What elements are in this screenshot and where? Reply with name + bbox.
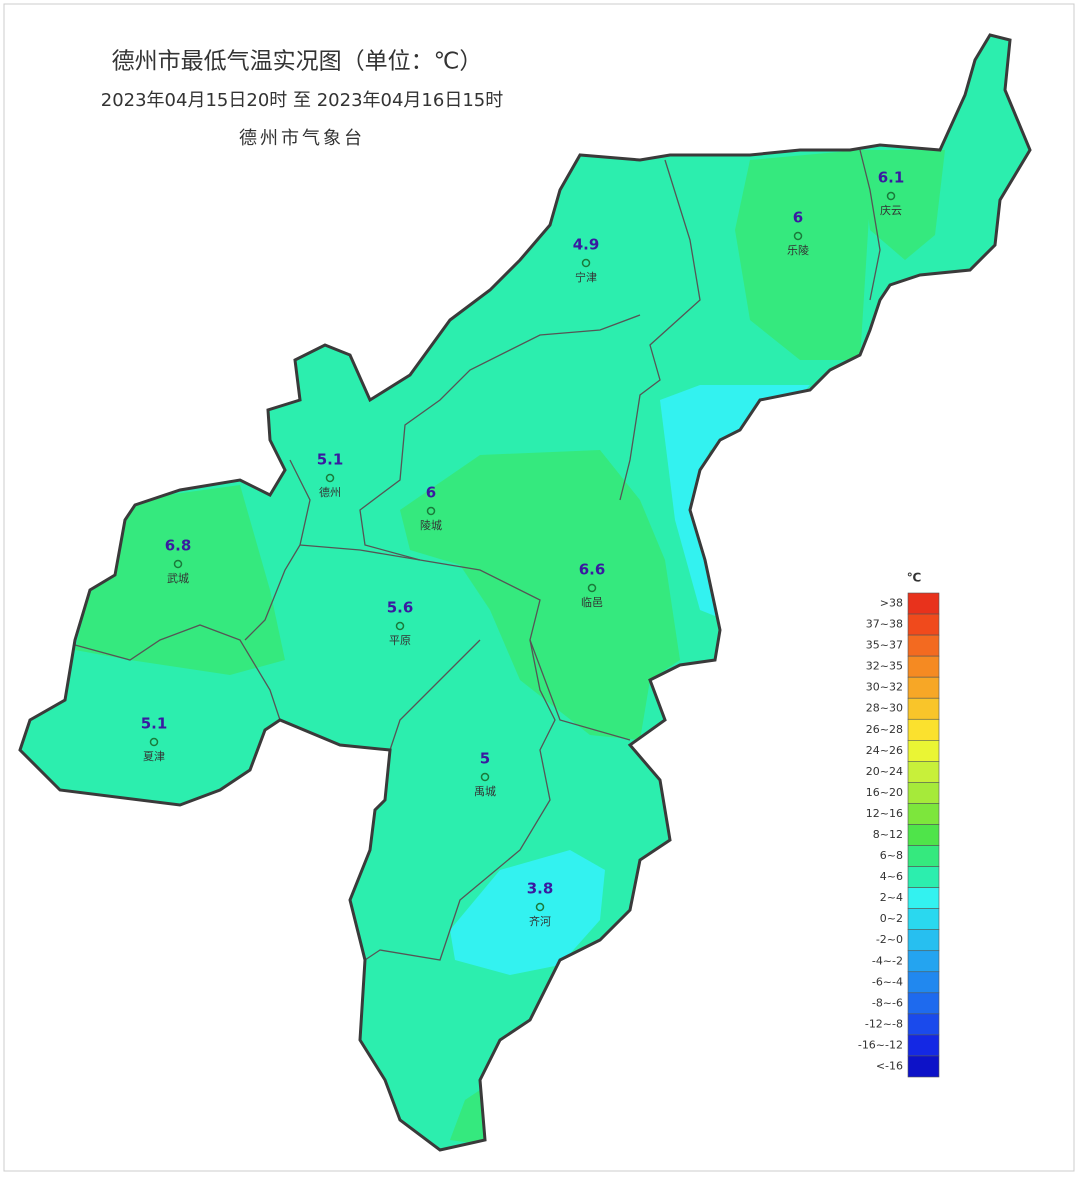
legend-label: -12~-8 (865, 1017, 903, 1030)
station-value: 5 (480, 750, 490, 768)
station-value: 6.6 (579, 561, 606, 579)
station-dot (587, 583, 597, 593)
station-name: 乐陵 (787, 244, 809, 257)
legend-label: 2~4 (880, 891, 903, 904)
legend-label: 6~8 (880, 849, 903, 862)
legend-label: -2~0 (876, 933, 903, 946)
station-name: 平原 (389, 634, 411, 647)
legend-label: 0~2 (880, 912, 903, 925)
legend-label: 12~16 (866, 807, 903, 820)
legend-swatch (907, 908, 940, 930)
station-value: 5.1 (317, 451, 344, 469)
station-value: 6.8 (165, 537, 192, 555)
legend-label: <-16 (876, 1059, 903, 1072)
station-name: 临邑 (581, 595, 603, 609)
station-dot (581, 258, 591, 268)
station-dot (426, 506, 436, 516)
legend-label: >38 (880, 597, 903, 610)
legend-swatch (907, 950, 940, 973)
station-name: 夏津 (143, 750, 165, 763)
legend-label: 8~12 (873, 828, 903, 841)
legend-swatch (907, 992, 940, 1015)
legend-swatch (907, 782, 940, 804)
district-boundaries (74, 149, 881, 961)
station-dot (395, 621, 405, 631)
legend-unit: ℃ (907, 571, 922, 585)
legend-label: 28~30 (866, 702, 903, 715)
legend-swatch (907, 971, 940, 994)
map-title: 德州市最低气温实况图（单位：℃） (112, 49, 483, 75)
station-dot (325, 473, 335, 483)
legend-swatch (907, 761, 940, 783)
legend-label: 4~6 (880, 870, 903, 883)
legend-label: 16~20 (866, 786, 903, 799)
legend-swatch (907, 866, 940, 888)
legend-swatch (907, 740, 940, 762)
station-dot (480, 772, 490, 782)
legend-label: 35~37 (866, 639, 903, 652)
map-subtitle: 2023年04月15日20时 至 2023年04月16日15时 (101, 90, 504, 111)
legend-swatch (907, 929, 940, 952)
legend-swatch (907, 697, 940, 720)
station-dot (149, 737, 159, 747)
map-source: 德州市气象台 (239, 128, 365, 149)
legend-swatch (907, 1055, 940, 1078)
legend-label: -6~-4 (872, 975, 903, 988)
station-value: 4.9 (573, 236, 600, 254)
station-value: 6.1 (878, 169, 905, 187)
legend-label: -4~-2 (872, 954, 903, 967)
station-name: 庆云 (880, 203, 902, 217)
legend-swatch (907, 613, 940, 636)
legend-swatch (907, 887, 940, 909)
legend-label: 30~32 (866, 681, 903, 694)
legend-swatch (907, 845, 940, 867)
legend-swatch (907, 803, 940, 825)
legend-swatch (907, 1013, 940, 1036)
station-dot (173, 559, 183, 569)
legend-swatch (907, 592, 940, 615)
legend-label: 20~24 (866, 765, 903, 778)
station-value: 3.8 (527, 880, 554, 898)
station-value: 5.6 (387, 599, 414, 617)
legend-label: -8~-6 (872, 996, 903, 1009)
station-name: 武城 (167, 572, 189, 585)
legend-swatch (907, 634, 940, 657)
station-name: 齐河 (529, 914, 551, 928)
legend-swatch (907, 655, 940, 678)
legend-label: 26~28 (866, 723, 903, 736)
station-value: 6 (793, 209, 803, 227)
city-outline (18, 33, 1032, 1152)
station-value: 6 (426, 484, 436, 502)
legend-label: 24~26 (866, 744, 903, 757)
legend-swatch (907, 718, 940, 741)
legend-label: 32~35 (866, 660, 903, 673)
station-name: 德州 (319, 485, 341, 499)
station-dot (793, 231, 803, 241)
legend-swatch (907, 676, 940, 699)
station-name: 陵城 (420, 519, 442, 532)
legend-label: 37~38 (866, 618, 903, 631)
legend-swatch (907, 824, 940, 846)
legend-swatch (907, 1034, 940, 1057)
legend-label: -16~-12 (858, 1038, 903, 1051)
station-value: 5.1 (141, 715, 168, 733)
station-name: 禹城 (474, 785, 496, 798)
station-name: 宁津 (575, 270, 597, 284)
station-dot (886, 191, 896, 201)
station-dot (535, 902, 545, 912)
